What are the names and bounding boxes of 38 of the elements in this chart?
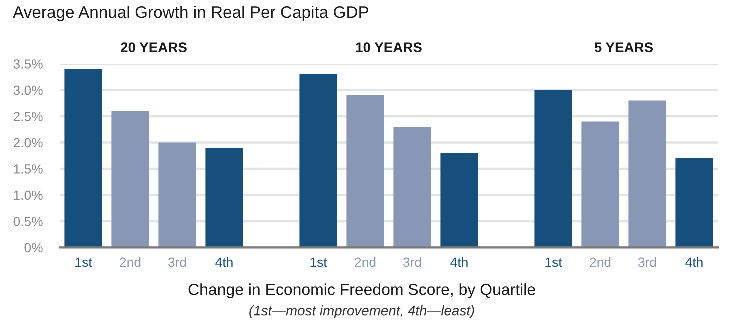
bar — [582, 122, 620, 248]
text: (1st—most improvement, 4th—least) — [250, 306, 474, 318]
x-tick-label: 3rd — [168, 257, 186, 268]
x-tick-label: 2nd — [355, 257, 376, 268]
text: 5 YEARS — [594, 42, 654, 52]
x-tick-label: 1st — [76, 258, 92, 268]
x-tick-label: 1st — [310, 258, 328, 268]
bar — [440, 153, 478, 248]
x-tick-label: 2nd — [120, 257, 141, 268]
text: 20 YEARS — [121, 42, 187, 52]
chart-title: Average Annual Growth in Real Per Capita GDP — [13, 6, 368, 22]
y-tick-label: 0% — [24, 243, 43, 253]
y-tick-label: 3.0% — [14, 86, 43, 96]
y-tick-label: 1.0% — [14, 190, 43, 200]
bar — [112, 111, 150, 248]
y-tick-label: 2.5% — [14, 112, 43, 122]
bar — [394, 126, 432, 248]
x-tick-label: 1st — [546, 258, 562, 268]
y-tick-label: 2.0% — [14, 138, 43, 148]
x-tick-label: 3rd — [403, 257, 422, 268]
x-tick-label: 4th — [450, 257, 468, 268]
x-tick-label: 3rd — [638, 257, 656, 268]
y-tick-label: 1.5% — [14, 164, 43, 174]
bar — [534, 90, 572, 248]
y-tick-label: 0.5% — [14, 217, 43, 226]
y-tick-label: 3.5% — [14, 60, 43, 69]
x-axis-title: Change in Economic Freedom Score, by Quartile — [188, 284, 536, 298]
bar — [300, 74, 338, 248]
x-tick-label: 4th — [686, 257, 703, 268]
text: 10 YEARS — [356, 42, 422, 52]
x-tick-label: 4th — [216, 257, 233, 268]
bar — [676, 158, 714, 248]
bar — [64, 69, 102, 248]
bar — [158, 142, 196, 248]
bar — [206, 148, 244, 248]
bar — [346, 95, 384, 248]
bar — [628, 100, 666, 248]
x-tick-label: 2nd — [590, 257, 611, 268]
